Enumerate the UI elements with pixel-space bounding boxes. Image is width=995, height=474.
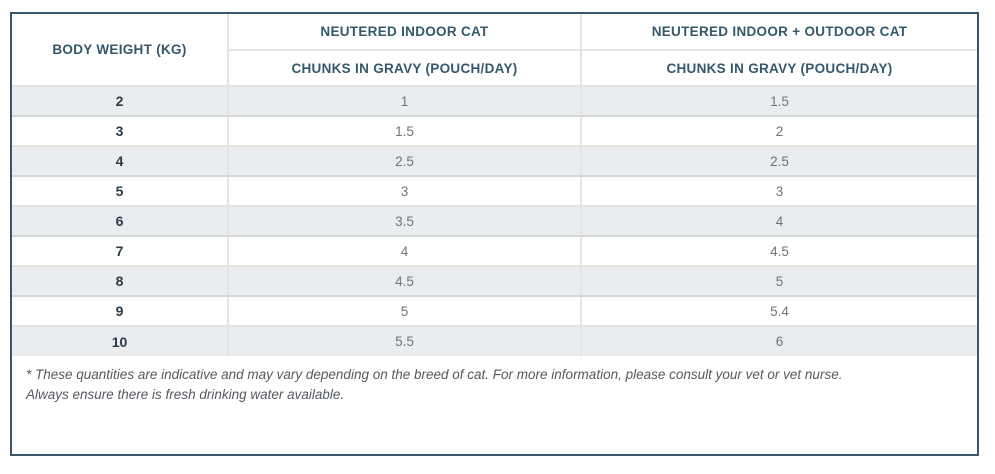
- header-row-top: BODY WEIGHT (KG) NEUTERED INDOOR CAT NEU…: [11, 13, 978, 87]
- indoor-value-cell: 4: [227, 235, 582, 267]
- outdoor-value-cell: 5.4: [580, 295, 978, 327]
- weight-cell: 6: [11, 205, 229, 237]
- outdoor-value-cell: 3: [580, 175, 978, 207]
- outdoor-value-cell: 4.5: [580, 235, 978, 267]
- header-row-sub: CHUNKS IN GRAVY (POUCH/DAY) CHUNKS IN GR…: [12, 49, 978, 87]
- indoor-value-cell: 3: [227, 175, 582, 207]
- table-row: 8 4.5 5: [11, 265, 978, 297]
- indoor-value-cell: 3.5: [227, 205, 582, 237]
- weight-cell: 4: [11, 145, 229, 177]
- indoor-value-cell: 5: [227, 295, 582, 327]
- weight-cell: 9: [11, 295, 229, 327]
- outdoor-value-cell: 6: [580, 325, 978, 357]
- table-row: 6 3.5 4: [11, 205, 978, 237]
- table-header: BODY WEIGHT (KG) NEUTERED INDOOR CAT NEU…: [11, 13, 978, 87]
- header-body-weight: BODY WEIGHT (KG): [11, 13, 229, 87]
- weight-cell: 2: [11, 85, 229, 117]
- table-body: 2 1 1.5 3 1.5 2 4 2.5 2.5 5 3 3 6 3.5 4 7 4 4.5 8 4.5 5 9 5 5.4…: [11, 85, 978, 357]
- indoor-value-cell: 2.5: [227, 145, 582, 177]
- indoor-value-cell: 5.5: [227, 325, 582, 357]
- weight-cell: 8: [11, 265, 229, 297]
- outdoor-value-cell: 5: [580, 265, 978, 297]
- table-row: 7 4 4.5: [11, 235, 978, 267]
- table-row: 10 5.5 6: [11, 325, 978, 357]
- weight-cell: 3: [11, 115, 229, 147]
- footnote: * These quantities are indicative and ma…: [12, 356, 977, 406]
- outdoor-value-cell: 4: [580, 205, 978, 237]
- outdoor-value-cell: 1.5: [580, 85, 978, 117]
- weight-cell: 7: [11, 235, 229, 267]
- outdoor-value-cell: 2.5: [580, 145, 978, 177]
- indoor-value-cell: 1: [227, 85, 582, 117]
- weight-cell: 10: [11, 325, 229, 357]
- table-row: 9 5 5.4: [11, 295, 978, 327]
- feeding-guide-table: BODY WEIGHT (KG) NEUTERED INDOOR CAT NEU…: [11, 13, 978, 357]
- table-row: 2 1 1.5: [11, 85, 978, 117]
- table-row: 3 1.5 2: [11, 115, 978, 147]
- weight-cell: 5: [11, 175, 229, 207]
- indoor-value-cell: 4.5: [227, 265, 582, 297]
- feeding-guide-panel: BODY WEIGHT (KG) NEUTERED INDOOR CAT NEU…: [10, 12, 979, 456]
- header-neutered-indoor-outdoor-cat: NEUTERED INDOOR + OUTDOOR CAT: [580, 13, 978, 51]
- outdoor-value-cell: 2: [580, 115, 978, 147]
- indoor-value-cell: 1.5: [227, 115, 582, 147]
- footnote-line-1: * These quantities are indicative and ma…: [26, 367, 843, 382]
- header-neutered-indoor-cat: NEUTERED INDOOR CAT: [227, 13, 582, 51]
- header-indoor-chunks-in-gravy: CHUNKS IN GRAVY (POUCH/DAY): [227, 49, 582, 87]
- table-row: 4 2.5 2.5: [11, 145, 978, 177]
- header-outdoor-chunks-in-gravy: CHUNKS IN GRAVY (POUCH/DAY): [580, 49, 978, 87]
- footnote-line-2: Always ensure there is fresh drinking wa…: [26, 387, 345, 403]
